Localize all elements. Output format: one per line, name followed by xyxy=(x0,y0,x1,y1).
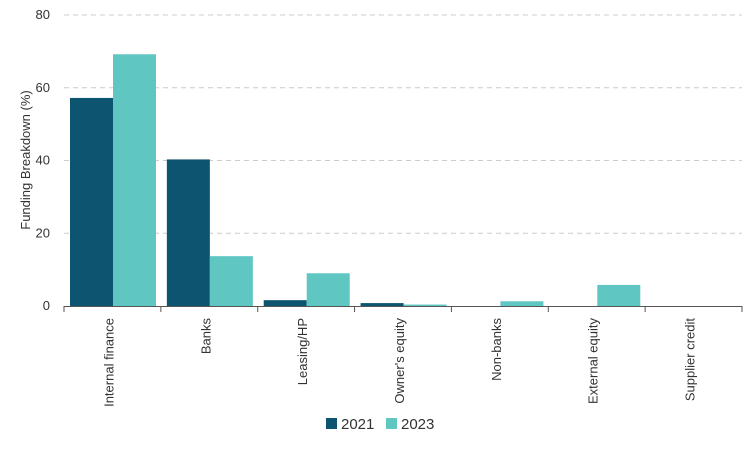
bar-2023-3 xyxy=(306,273,350,306)
bar-2021-2 xyxy=(166,159,210,306)
legend-label-2021: 2021 xyxy=(341,416,374,433)
x-tick-label: Non-banks xyxy=(489,318,504,381)
x-tick-label: Internal finance xyxy=(101,318,116,407)
gridlines xyxy=(64,14,742,234)
y-tick-label: 80 xyxy=(36,7,50,22)
bars xyxy=(70,54,641,306)
bar-2023-5 xyxy=(500,301,544,306)
legend-swatch-2021 xyxy=(326,418,337,429)
bar-2023-6 xyxy=(597,284,641,306)
y-tick-label: 40 xyxy=(36,153,50,168)
axes: 0 20 40 60 80 Internal finance Banks Leasing/HP… xyxy=(36,7,743,407)
legend: 2021 2023 xyxy=(326,416,434,433)
x-tick-label: Supplier credit xyxy=(683,318,698,401)
x-tick-label: Banks xyxy=(198,318,213,355)
legend-label-2023: 2023 xyxy=(401,416,434,433)
legend-swatch-2023 xyxy=(386,418,397,429)
x-tick-label: Owner's equity xyxy=(392,318,407,404)
bar-2021-4 xyxy=(360,303,404,306)
bar-2021-3 xyxy=(263,300,307,306)
y-tick-label: 0 xyxy=(43,298,50,313)
bar-2021-1 xyxy=(70,97,113,306)
y-tick-label: 20 xyxy=(36,225,50,240)
x-tick-label: External equity xyxy=(586,318,601,404)
bar-2023-2 xyxy=(209,256,253,306)
bar-2023-1 xyxy=(113,54,156,306)
x-tick-label: Leasing/HP xyxy=(295,318,310,385)
y-axis-title: Funding Breakdown (%) xyxy=(18,90,33,229)
bar-2023-4 xyxy=(403,304,447,306)
y-tick-label: 60 xyxy=(36,80,50,95)
